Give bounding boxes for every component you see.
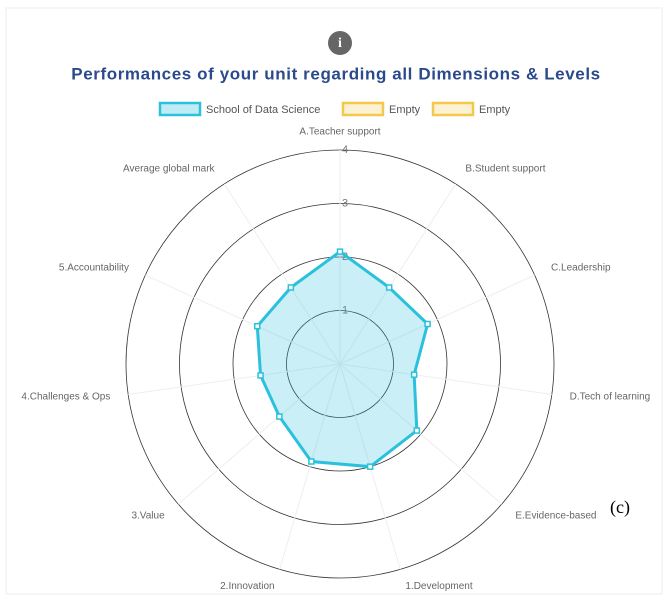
info-glyph: i	[338, 36, 342, 51]
r-tick-label: 4	[342, 144, 348, 156]
axis-label: C.Leadership	[551, 262, 611, 273]
axis-label: 5.Accountability	[59, 262, 129, 273]
spoke	[145, 274, 341, 365]
spoke	[177, 363, 341, 505]
point	[287, 284, 295, 291]
spoke	[128, 363, 341, 395]
axis-label: 3.Value	[131, 511, 165, 522]
legend-swatch	[341, 101, 385, 117]
annotation: (c)	[610, 497, 630, 518]
legend-label: School of Data Science	[206, 104, 320, 116]
spoke	[223, 183, 341, 365]
spoke	[339, 363, 552, 395]
legend-label: Empty	[479, 104, 511, 116]
point	[336, 248, 344, 255]
point	[385, 284, 393, 291]
legend-swatch	[431, 101, 475, 117]
axis-label: 2.Innovation	[220, 581, 275, 592]
axis-label: D.Tech of learning	[570, 392, 651, 403]
axis-label: 1.Development	[405, 581, 472, 592]
point	[254, 322, 261, 330]
spoke	[279, 363, 341, 570]
point	[308, 458, 315, 465]
spoke	[339, 183, 457, 365]
info-icon[interactable]	[328, 31, 352, 55]
point	[276, 413, 283, 420]
axis-label: 4.Challenges & Ops	[21, 392, 110, 403]
axis-label: A.Teacher support	[299, 127, 380, 138]
legend-swatch	[158, 101, 202, 117]
point	[424, 320, 431, 328]
spoke	[339, 363, 503, 505]
r-tick-label: 3	[342, 197, 348, 209]
legend-label: Empty	[389, 104, 421, 116]
panel	[5, 7, 663, 595]
series-area	[255, 249, 430, 469]
point	[413, 427, 421, 434]
axis-label: Average global mark	[123, 163, 216, 174]
axis-label: E.Evidence-based	[515, 511, 596, 522]
spoke	[339, 274, 535, 365]
chart-title: Performances of your unit regarding all …	[71, 64, 600, 83]
r-tick-label: 1	[342, 304, 348, 316]
point	[366, 463, 374, 470]
point	[410, 371, 418, 378]
point	[257, 372, 264, 379]
axis-label: B.Student support	[465, 163, 545, 174]
